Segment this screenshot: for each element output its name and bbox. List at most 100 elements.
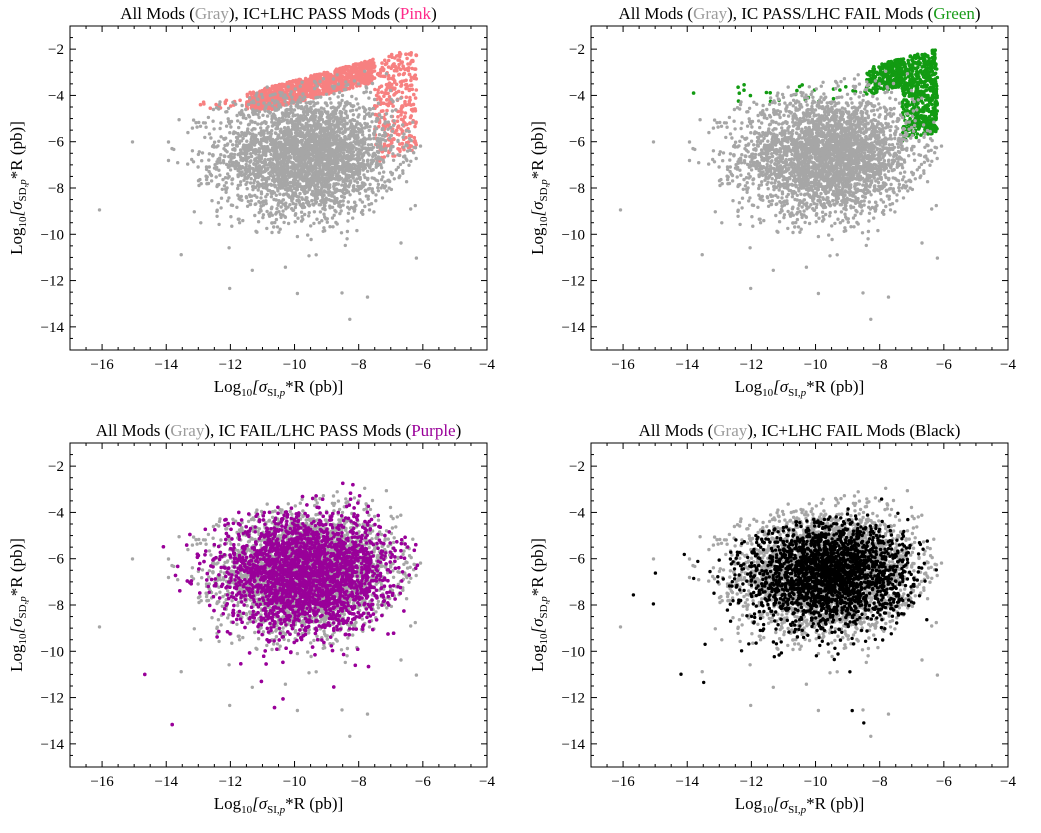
y-tick-label: −6 bbox=[48, 135, 64, 151]
point-gray bbox=[377, 133, 382, 137]
point-gray bbox=[207, 132, 212, 136]
point-gray bbox=[357, 185, 361, 189]
point-gray bbox=[301, 217, 305, 222]
point-gray bbox=[344, 80, 348, 84]
point-gray bbox=[254, 133, 258, 138]
point-gray bbox=[358, 169, 362, 174]
point-gray bbox=[228, 122, 232, 126]
point-gray bbox=[320, 184, 324, 188]
point-gray bbox=[283, 215, 287, 219]
point-gray bbox=[344, 154, 349, 158]
point-pink bbox=[409, 78, 413, 83]
point-gray bbox=[318, 144, 322, 148]
point-gray bbox=[344, 111, 348, 116]
point-gray bbox=[288, 155, 293, 160]
point-gray bbox=[379, 166, 384, 170]
point-pink bbox=[399, 80, 404, 84]
point-pink bbox=[412, 92, 416, 97]
point-pink bbox=[399, 60, 404, 64]
point-gray bbox=[274, 170, 279, 175]
point-pink bbox=[405, 66, 410, 71]
point-gray bbox=[383, 134, 387, 138]
point-gray bbox=[284, 103, 288, 107]
point-gray bbox=[260, 132, 264, 136]
point-gray bbox=[223, 143, 227, 148]
point-gray bbox=[316, 119, 320, 124]
point-gray bbox=[278, 166, 282, 171]
point-gray bbox=[336, 95, 340, 99]
point-pink bbox=[396, 65, 401, 70]
point-gray bbox=[329, 177, 333, 182]
point-gray bbox=[293, 152, 297, 157]
point-gray bbox=[313, 101, 318, 106]
point-pink bbox=[409, 83, 414, 87]
point-gray bbox=[219, 153, 223, 157]
point-gray bbox=[301, 118, 305, 122]
point-gray bbox=[335, 73, 339, 77]
point-gray bbox=[256, 122, 260, 126]
point-gray bbox=[259, 122, 263, 126]
point-gray bbox=[263, 153, 267, 157]
point-gray bbox=[347, 155, 351, 159]
point-gray bbox=[360, 155, 364, 160]
point-gray bbox=[278, 227, 282, 231]
point-gray bbox=[309, 125, 313, 129]
point-gray bbox=[277, 183, 281, 187]
point-gray bbox=[226, 106, 231, 111]
point-gray bbox=[377, 140, 381, 144]
point-pink bbox=[298, 90, 303, 94]
point-gray bbox=[209, 173, 214, 178]
point-gray bbox=[340, 142, 344, 146]
point-green bbox=[919, 133, 923, 137]
point-gray bbox=[222, 137, 226, 141]
point-pink bbox=[403, 111, 408, 115]
point-gray bbox=[309, 164, 313, 168]
point-gray bbox=[356, 115, 360, 119]
point-gray bbox=[397, 153, 402, 157]
point-gray bbox=[179, 253, 183, 257]
point-gray bbox=[342, 116, 346, 121]
point-gray bbox=[244, 116, 248, 121]
point-gray bbox=[244, 107, 248, 112]
point-gray bbox=[367, 164, 371, 168]
point-pink bbox=[283, 85, 287, 89]
point-gray bbox=[274, 141, 279, 145]
point-gray bbox=[245, 204, 250, 208]
scatter-points bbox=[97, 50, 423, 321]
point-pink bbox=[367, 66, 371, 71]
point-pink bbox=[387, 95, 392, 99]
point-gray bbox=[298, 100, 303, 104]
point-gray bbox=[293, 131, 298, 135]
title-part-6: ) bbox=[431, 4, 437, 23]
point-gray bbox=[351, 176, 355, 180]
point-gray bbox=[204, 167, 209, 172]
point-gray bbox=[329, 198, 333, 203]
point-gray bbox=[354, 108, 359, 112]
point-gray bbox=[209, 136, 213, 140]
x-tick-label: −12 bbox=[219, 357, 242, 373]
point-gray bbox=[228, 131, 232, 135]
point-gray bbox=[255, 156, 259, 160]
point-gray bbox=[330, 161, 335, 166]
point-gray bbox=[303, 125, 307, 129]
point-pink bbox=[413, 67, 418, 71]
point-gray bbox=[222, 184, 227, 188]
point-gray bbox=[332, 159, 336, 163]
point-gray bbox=[311, 202, 315, 206]
point-pink bbox=[249, 91, 253, 96]
point-gray bbox=[356, 156, 360, 160]
point-pink bbox=[251, 104, 255, 109]
point-gray bbox=[203, 135, 207, 140]
point-gray bbox=[329, 116, 334, 121]
point-gray bbox=[320, 191, 324, 195]
point-gray bbox=[228, 286, 232, 291]
point-gray bbox=[217, 139, 221, 143]
point-gray bbox=[275, 125, 279, 129]
point-gray bbox=[288, 180, 292, 185]
point-gray bbox=[258, 159, 262, 163]
point-gray bbox=[345, 114, 349, 118]
point-gray bbox=[285, 142, 289, 146]
point-gray bbox=[314, 166, 318, 170]
point-gray bbox=[284, 207, 288, 211]
point-gray bbox=[365, 159, 370, 163]
